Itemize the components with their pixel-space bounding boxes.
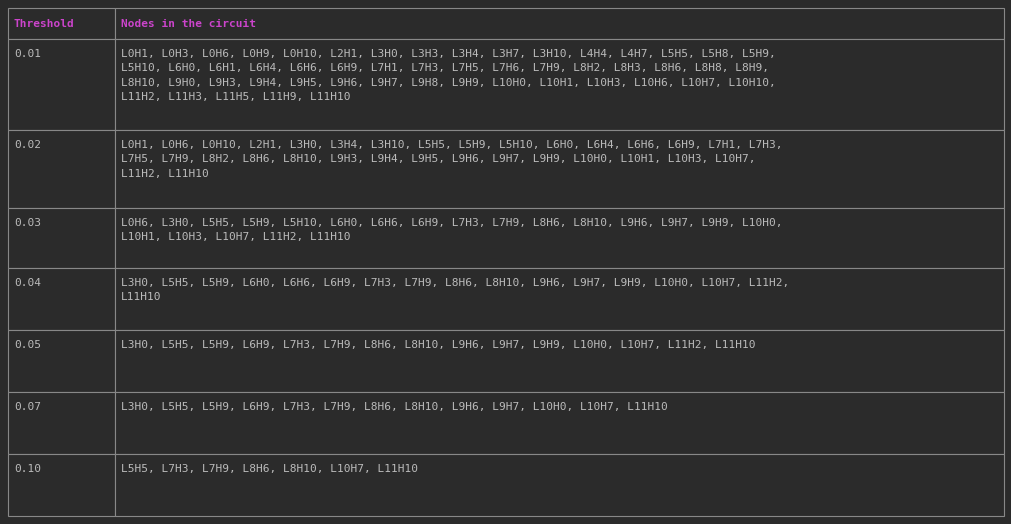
Bar <box>8 454 114 516</box>
Bar <box>8 39 114 130</box>
Bar <box>114 268 1003 330</box>
Text: 0.01: 0.01 <box>14 49 41 59</box>
Bar <box>114 39 1003 130</box>
Text: 0.10: 0.10 <box>14 464 41 474</box>
Text: L5H5, L7H3, L7H9, L8H6, L8H10, L10H7, L11H10: L5H5, L7H3, L7H9, L8H6, L8H10, L10H7, L1… <box>120 464 418 474</box>
Text: L0H1, L0H6, L0H10, L2H1, L3H0, L3H4, L3H10, L5H5, L5H9, L5H10, L6H0, L6H4, L6H6,: L0H1, L0H6, L0H10, L2H1, L3H0, L3H4, L3H… <box>120 140 782 179</box>
Text: L3H0, L5H5, L5H9, L6H0, L6H6, L6H9, L7H3, L7H9, L8H6, L8H10, L9H6, L9H7, L9H9, L: L3H0, L5H5, L5H9, L6H0, L6H6, L6H9, L7H3… <box>120 278 788 302</box>
Text: 0.04: 0.04 <box>14 278 41 288</box>
Bar <box>8 392 114 454</box>
Bar <box>8 268 114 330</box>
Text: L3H0, L5H5, L5H9, L6H9, L7H3, L7H9, L8H6, L8H10, L9H6, L9H7, L9H9, L10H0, L10H7,: L3H0, L5H5, L5H9, L6H9, L7H3, L7H9, L8H6… <box>120 340 754 350</box>
Text: 0.02: 0.02 <box>14 140 41 150</box>
Bar <box>114 330 1003 392</box>
Bar <box>114 8 1003 39</box>
Text: L0H6, L3H0, L5H5, L5H9, L5H10, L6H0, L6H6, L6H9, L7H3, L7H9, L8H6, L8H10, L9H6, : L0H6, L3H0, L5H5, L5H9, L5H10, L6H0, L6H… <box>120 217 782 242</box>
Bar <box>8 130 114 208</box>
Bar <box>114 130 1003 208</box>
Text: 0.07: 0.07 <box>14 402 41 412</box>
Text: 0.05: 0.05 <box>14 340 41 350</box>
Text: Nodes in the circuit: Nodes in the circuit <box>120 18 256 28</box>
Bar <box>8 208 114 268</box>
Bar <box>114 208 1003 268</box>
Bar <box>114 454 1003 516</box>
Text: Threshold: Threshold <box>14 18 75 28</box>
Text: L0H1, L0H3, L0H6, L0H9, L0H10, L2H1, L3H0, L3H3, L3H4, L3H7, L3H10, L4H4, L4H7, : L0H1, L0H3, L0H6, L0H9, L0H10, L2H1, L3H… <box>120 49 774 102</box>
Bar <box>8 330 114 392</box>
Bar <box>114 392 1003 454</box>
Text: L3H0, L5H5, L5H9, L6H9, L7H3, L7H9, L8H6, L8H10, L9H6, L9H7, L10H0, L10H7, L11H1: L3H0, L5H5, L5H9, L6H9, L7H3, L7H9, L8H6… <box>120 402 666 412</box>
Bar <box>8 8 114 39</box>
Text: 0.03: 0.03 <box>14 217 41 228</box>
